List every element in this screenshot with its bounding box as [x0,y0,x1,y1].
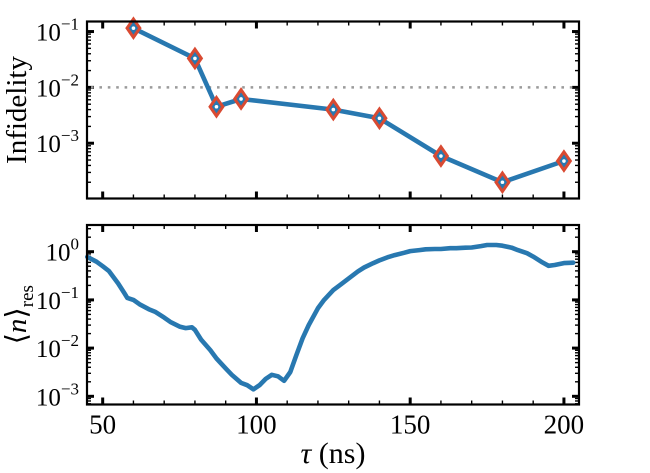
marker-center-dot [193,56,197,61]
marker-center-dot [331,107,336,112]
nres-curve [85,242,576,392]
y-tick-label: 100 [46,235,80,267]
y-tick-label: 10−3 [36,126,79,158]
bottom-panel: 100 10−1 10−2 10−3 50 100 150 200 ⟨n⟩res τ (ns) [1,223,585,470]
data-markers [125,16,573,195]
x-tick-label: 200 [544,410,585,440]
x-axis-label: τ (ns) [301,437,366,470]
x-tick-label: 100 [236,410,277,440]
y-tick-label: 10−2 [36,70,79,102]
marker-center-dot [500,180,505,185]
plot-frame [85,223,581,406]
y-tick-label: 10−3 [36,379,79,411]
marker-center-dot [562,159,566,163]
marker-center-dot [214,104,219,109]
marker-center-dot [131,26,136,30]
y-axis-label: ⟨n⟩res [1,285,38,344]
x-tick-label: 50 [89,410,116,440]
plot-frame [85,20,581,200]
y-tick-label: 10−1 [36,283,79,315]
marker-center-dot [239,97,243,101]
marker-center-dot [439,154,443,158]
marker-center-dot [377,116,382,121]
x-tick-label: 150 [390,410,431,440]
y-axis-label: Infidelity [1,56,33,164]
y-tick-label: 10−1 [36,15,79,47]
y-tick-label: 10−2 [36,331,79,363]
